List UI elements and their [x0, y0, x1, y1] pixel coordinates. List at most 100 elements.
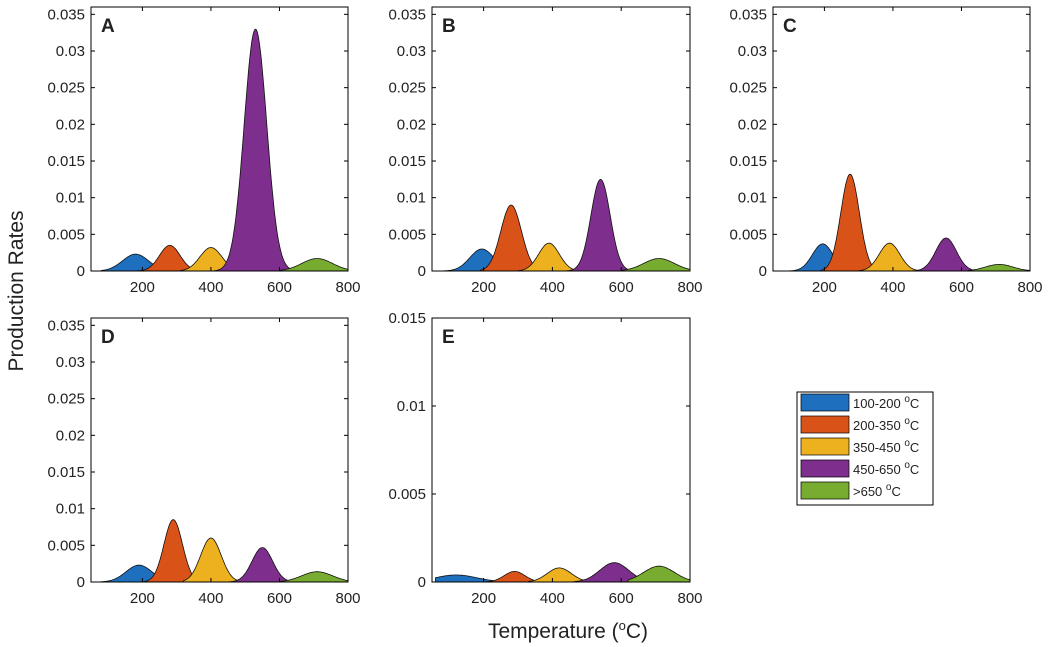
panel-letter: A — [101, 16, 115, 37]
series-area — [562, 178, 636, 272]
x-tick-label: 400 — [198, 279, 223, 296]
x-tick-label: 800 — [335, 590, 360, 607]
y-tick-label: 0.03 — [738, 43, 767, 60]
panel-letter: B — [442, 16, 456, 37]
legend-label: 450-650 oC — [853, 460, 919, 477]
legend-item: 100-200 oC — [800, 393, 919, 412]
panel-letter: E — [442, 327, 455, 348]
x-tick-label: 200 — [130, 279, 155, 296]
x-axis-label: Temperature (oC) — [488, 618, 648, 643]
y-tick-label: 0.02 — [738, 116, 767, 133]
y-tick-label: 0.035 — [47, 6, 85, 23]
y-tick-label: 0.03 — [56, 43, 85, 60]
panel-E: 0 0.005 0.01 0.015 200 400 600 800 E — [388, 310, 702, 607]
x-tick-label: 600 — [949, 279, 974, 296]
legend-swatch — [800, 459, 850, 478]
series-area — [858, 242, 918, 272]
x-tick-label: 600 — [267, 590, 292, 607]
x-tick-label: 800 — [677, 279, 702, 296]
y-tick-label: 0.025 — [388, 80, 426, 97]
y-tick-label: 0.015 — [729, 153, 767, 170]
y-tick-label: 0.01 — [56, 190, 85, 207]
series-area — [967, 264, 1031, 272]
axes-frame — [431, 317, 691, 583]
x-tick-label: 200 — [812, 279, 837, 296]
series-area — [820, 173, 880, 272]
axes-frame — [90, 6, 349, 272]
legend-label: >650 oC — [853, 482, 901, 499]
plot-area — [773, 7, 1030, 271]
series-area — [909, 237, 979, 272]
plot-area — [91, 7, 348, 271]
y-tick-label: 0.005 — [729, 226, 767, 243]
series-area — [279, 258, 349, 272]
y-tick-label: 0.01 — [397, 398, 426, 415]
y-tick-label: 0.03 — [56, 354, 85, 371]
y-tick-label: 0 — [418, 263, 426, 280]
legend-item: 200-350 oC — [800, 415, 919, 434]
x-tick-label: 400 — [540, 279, 565, 296]
plot-area — [432, 318, 690, 582]
x-tick-label: 200 — [471, 279, 496, 296]
y-tick-label: 0 — [418, 574, 426, 591]
series-area — [100, 564, 157, 583]
legend-item: 350-450 oC — [800, 437, 919, 456]
x-tick-label: 400 — [198, 590, 223, 607]
panel-C: 0 0.005 0.01 0.015 0.02 0.025 0.03 0.035 200 400 6… — [729, 6, 1042, 296]
panel-B: 0 0.005 0.01 0.015 0.02 0.025 0.03 0.035 200 400 6… — [388, 6, 702, 296]
series-area — [441, 248, 498, 272]
series-area — [279, 571, 349, 583]
y-axis-label: Production Rates — [5, 210, 28, 371]
y-tick-label: 0.025 — [47, 80, 85, 97]
plot-area — [91, 318, 348, 582]
y-tick-label: 0.015 — [388, 310, 426, 327]
x-tick-label: 200 — [471, 590, 496, 607]
panel-D: 0 0.005 0.01 0.015 0.02 0.025 0.03 0.035 200 400 6… — [47, 317, 360, 607]
y-tick-label: 0.005 — [47, 537, 85, 554]
panel-letter: D — [101, 327, 115, 348]
y-tick-label: 0.01 — [397, 190, 426, 207]
y-tick-label: 0.005 — [388, 486, 426, 503]
panel-letter: C — [783, 16, 797, 37]
axes-frame — [90, 317, 349, 583]
y-tick-label: 0.035 — [388, 6, 426, 23]
x-tick-label: 800 — [1017, 279, 1042, 296]
legend: 100-200 oC 200-350 oC 350-450 oC 450-650… — [796, 391, 934, 506]
y-tick-label: 0.03 — [397, 43, 426, 60]
panel-A: 0 0.005 0.01 0.015 0.02 0.025 0.03 0.035 200 400 6… — [47, 6, 360, 296]
y-tick-label: 0.02 — [56, 116, 85, 133]
legend-swatch — [800, 393, 850, 412]
series-area — [527, 567, 588, 583]
legend-label: 350-450 oC — [853, 438, 919, 455]
series-area — [213, 28, 301, 272]
axes-frame — [772, 6, 1031, 272]
y-tick-label: 0.005 — [388, 226, 426, 243]
y-tick-label: 0.01 — [738, 190, 767, 207]
y-tick-label: 0.02 — [397, 116, 426, 133]
series-area — [224, 547, 294, 583]
series-area — [434, 574, 495, 583]
legend-label: 200-350 oC — [853, 416, 919, 433]
y-tick-label: 0.035 — [729, 6, 767, 23]
y-tick-label: 0.02 — [56, 427, 85, 444]
x-tick-label: 400 — [540, 590, 565, 607]
x-tick-label: 600 — [609, 590, 634, 607]
series-area — [627, 565, 691, 583]
legend-label: 100-200 oC — [853, 394, 919, 411]
x-tick-label: 200 — [130, 590, 155, 607]
legend-swatch — [800, 437, 850, 456]
y-tick-label: 0 — [77, 574, 85, 591]
axes-frame — [431, 6, 691, 272]
x-tick-label: 800 — [677, 590, 702, 607]
legend-item: >650 oC — [800, 481, 901, 500]
y-tick-label: 0.025 — [729, 80, 767, 97]
series-area — [183, 537, 239, 583]
y-tick-label: 0.015 — [47, 153, 85, 170]
y-tick-label: 0.015 — [47, 464, 85, 481]
x-tick-label: 600 — [609, 279, 634, 296]
y-tick-label: 0.015 — [388, 153, 426, 170]
y-tick-label: 0 — [759, 263, 767, 280]
x-tick-label: 400 — [880, 279, 905, 296]
panels: 0 0.005 0.01 0.015 0.02 0.025 0.03 0.035 200 400 6… — [47, 6, 1042, 607]
